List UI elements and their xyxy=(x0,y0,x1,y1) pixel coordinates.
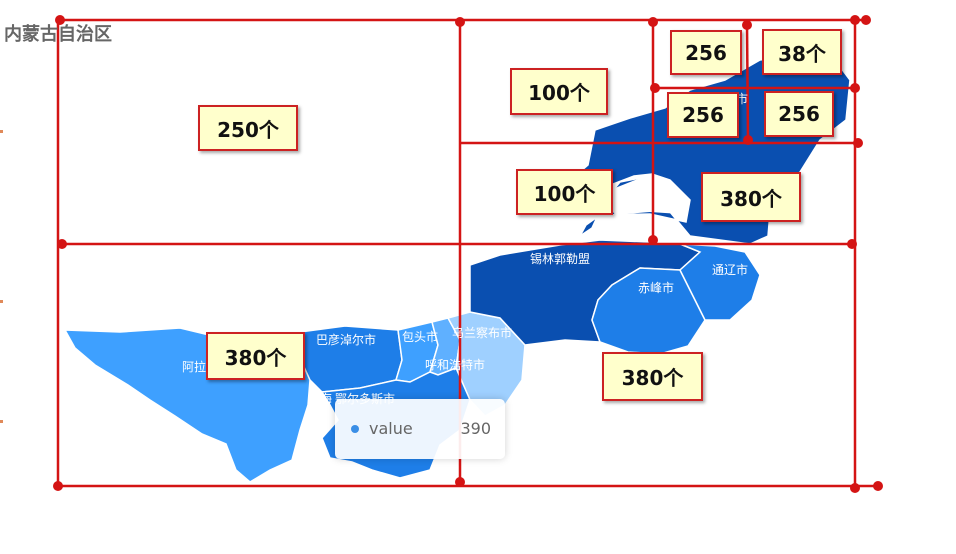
edge-mark xyxy=(0,130,3,133)
tooltip-key: value xyxy=(369,419,413,438)
grid-count-label: 100个 xyxy=(516,169,613,215)
region-label-hohhot: 呼和浩特市 xyxy=(425,358,486,372)
grid-count-label: 38个 xyxy=(762,29,842,75)
region-label-bayannur: 巴彦淖尔市 xyxy=(316,333,377,347)
grid-count-label: 380个 xyxy=(602,352,703,401)
grid-count-label: 256 xyxy=(670,30,742,75)
map-title: 内蒙古自治区 xyxy=(4,24,112,45)
lake-shape xyxy=(606,178,685,215)
region-label-baotou: 包头市 xyxy=(402,330,439,344)
grid-count-label: 100个 xyxy=(510,68,608,115)
region-label-chifeng: 赤峰市 xyxy=(638,281,675,295)
region-label-ulanqab: 乌兰察布市 xyxy=(452,326,513,340)
series-dot-icon xyxy=(351,425,359,433)
edge-mark xyxy=(0,300,3,303)
map-tooltip: value 390 xyxy=(335,399,505,459)
grid-count-label: 250个 xyxy=(198,105,298,151)
region-label-alashan: 阿拉 xyxy=(182,360,207,374)
tooltip-value: 390 xyxy=(460,419,491,438)
grid-count-label: 256 xyxy=(764,91,834,137)
region-label-wuhai: 乌海 xyxy=(308,392,333,406)
region-label-xilingol: 锡林郭勒盟 xyxy=(530,252,591,266)
region-tongliao[interactable] xyxy=(679,243,761,321)
grid-count-label: 380个 xyxy=(206,332,305,380)
edge-mark xyxy=(0,420,3,423)
grid-dots xyxy=(53,15,883,493)
grid-count-label: 380个 xyxy=(701,172,801,222)
grid-count-label: 256 xyxy=(667,92,739,138)
region-label-tongliao: 通辽市 xyxy=(712,263,749,277)
region-chifeng[interactable] xyxy=(591,267,706,355)
